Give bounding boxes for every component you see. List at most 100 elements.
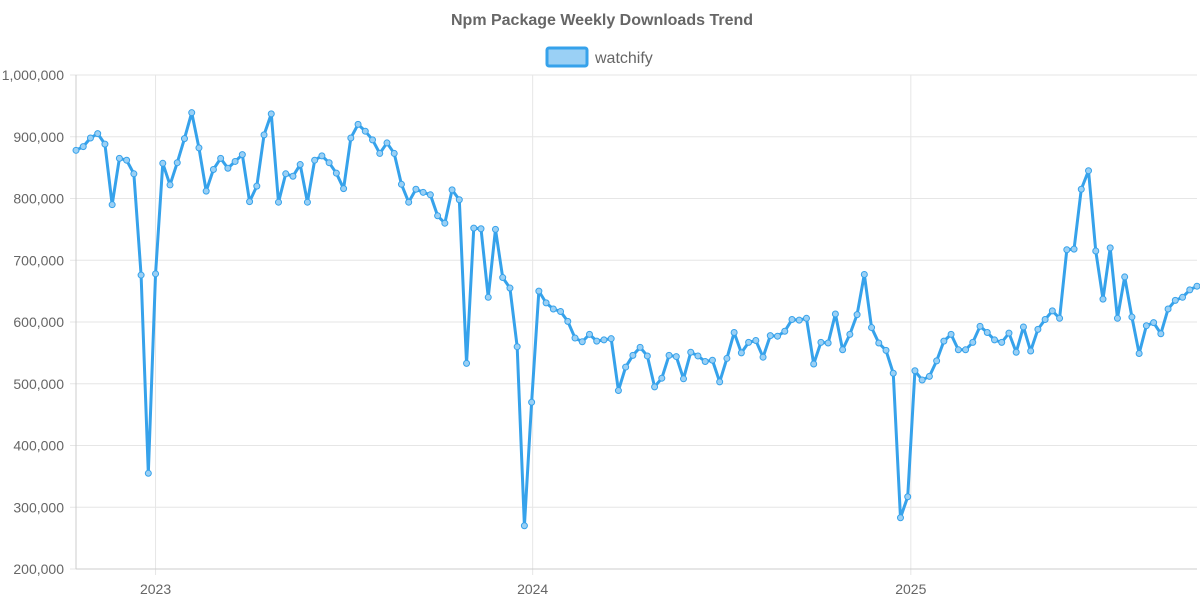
data-point[interactable] [275,198,282,206]
legend-label-watchify[interactable]: watchify [594,50,653,67]
data-point[interactable] [1099,295,1107,303]
data-point[interactable] [622,363,630,371]
data-point[interactable] [860,270,868,278]
data-point[interactable] [1070,245,1078,253]
data-point[interactable] [998,338,1006,346]
data-point[interactable] [774,332,782,340]
data-point[interactable] [925,372,933,380]
data-point[interactable] [397,180,405,188]
data-point[interactable] [817,338,825,346]
data-point[interactable] [585,330,593,338]
data-point[interactable] [477,225,485,233]
data-point[interactable] [1019,323,1027,331]
data-point[interactable] [535,287,543,295]
data-point[interactable] [130,170,138,178]
data-point[interactable] [231,157,239,165]
data-point[interactable] [202,187,210,195]
data-point[interactable] [325,159,333,167]
data-point[interactable] [303,198,311,206]
data-point[interactable] [752,337,760,345]
data-point[interactable] [1171,296,1179,304]
data-point[interactable] [195,144,203,152]
data-point[interactable] [651,383,659,391]
data-point[interactable] [1085,167,1093,175]
data-point[interactable] [680,375,688,383]
data-point[interactable] [376,149,384,157]
data-point[interactable] [716,378,724,386]
data-point[interactable] [802,314,810,322]
data-point[interactable] [1027,347,1035,355]
data-point[interactable] [839,346,847,354]
data-point[interactable] [86,134,94,142]
data-point[interactable] [737,349,745,357]
data-point[interactable] [361,127,369,135]
data-point[interactable] [904,493,912,501]
data-point[interactable] [1092,247,1100,255]
data-point[interactable] [687,348,695,356]
data-point[interactable] [766,332,774,340]
data-point[interactable] [520,522,528,530]
data-point[interactable] [72,146,80,154]
data-point[interactable] [593,337,601,345]
data-point[interactable] [788,316,796,324]
data-point[interactable] [614,387,622,395]
data-point[interactable] [571,334,579,342]
data-point[interactable] [217,154,225,162]
data-point[interactable] [1142,322,1150,330]
data-point[interactable] [983,329,991,336]
data-point[interactable] [947,330,955,338]
data-point[interactable] [238,151,246,159]
data-point[interactable] [701,358,709,366]
data-point[interactable] [940,337,948,345]
data-point[interactable] [513,343,521,351]
data-point[interactable] [455,196,463,204]
data-point[interactable] [1193,282,1200,290]
data-point[interactable] [795,316,803,324]
data-point[interactable] [969,338,977,346]
data-point[interactable] [79,143,87,151]
data-point[interactable] [101,140,109,148]
data-point[interactable] [694,352,702,360]
data-point[interactable] [889,369,897,377]
data-point[interactable] [115,154,123,162]
data-point[interactable] [354,120,362,128]
data-point[interactable] [643,352,651,360]
data-point[interactable] [484,293,492,301]
data-point[interactable] [549,305,557,313]
data-point[interactable] [868,324,876,332]
data-point[interactable] [426,191,434,199]
data-point[interactable] [1186,286,1194,294]
data-point[interactable] [882,346,890,354]
data-point[interactable] [875,339,883,347]
data-point[interactable] [665,351,673,359]
data-point[interactable] [419,188,427,196]
data-point[interactable] [745,338,753,346]
data-point[interactable] [564,317,572,325]
data-point[interactable] [282,170,290,178]
data-point[interactable] [108,201,116,209]
data-point[interactable] [1012,348,1020,356]
data-point[interactable] [824,339,832,347]
data-point[interactable] [340,185,348,193]
data-point[interactable] [1048,307,1056,315]
data-point[interactable] [491,225,499,233]
data-point[interactable] [1063,246,1071,254]
data-point[interactable] [1005,329,1013,337]
data-point[interactable] [658,374,666,382]
data-point[interactable] [730,329,738,336]
data-point[interactable] [311,156,319,164]
data-point[interactable] [933,357,941,365]
data-point[interactable] [991,336,998,344]
data-point[interactable] [962,346,970,354]
data-point[interactable] [810,360,818,368]
data-point[interactable] [246,198,254,206]
data-point[interactable] [499,274,507,282]
data-point[interactable] [463,359,471,367]
data-point[interactable] [253,182,261,190]
data-point[interactable] [896,514,904,522]
data-point[interactable] [383,139,391,147]
data-point[interactable] [188,109,196,117]
data-point[interactable] [224,164,232,172]
data-point[interactable] [152,270,160,278]
data-point[interactable] [781,327,789,335]
